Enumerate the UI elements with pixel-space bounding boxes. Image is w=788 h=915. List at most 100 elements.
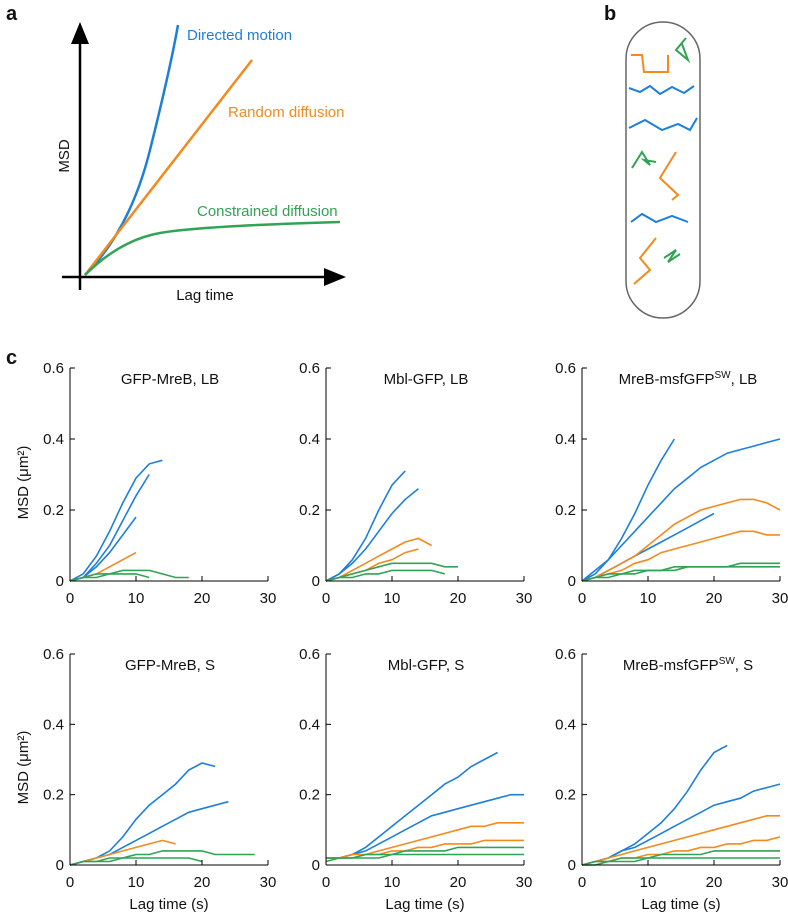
trace <box>326 846 524 859</box>
x-tick-label: 10 <box>384 590 401 607</box>
schematic-axes <box>62 40 330 290</box>
axis-label: MSD <box>56 139 73 173</box>
y-tick-label: 0 <box>568 857 576 874</box>
y-tick-label: 0.4 <box>299 431 320 448</box>
trace <box>325 562 458 582</box>
y-tick-label: 0.6 <box>299 646 320 663</box>
panel-label: c <box>6 347 17 369</box>
constrained-curve <box>84 220 341 276</box>
x-tick-label: 20 <box>194 590 211 607</box>
trace <box>581 815 780 866</box>
y-tick-label: 0 <box>56 573 64 590</box>
title-text: MreB-msfGFP <box>619 371 715 388</box>
trace <box>69 839 176 866</box>
x-tick-label: 10 <box>384 874 401 891</box>
y-tick-label: 0.2 <box>299 787 320 804</box>
trace <box>69 459 163 582</box>
panel-label: b <box>604 3 616 25</box>
y-axis-label: MSD (μm²) <box>15 731 32 805</box>
y-tick-label: 0 <box>312 573 320 590</box>
x-tick-label: 10 <box>128 590 145 607</box>
x-tick-label: 0 <box>322 590 330 607</box>
y-tick-label: 0.4 <box>299 716 320 733</box>
x-tick-label: 0 <box>322 874 330 891</box>
y-tick-label: 0.6 <box>43 646 64 663</box>
x-tick-label: 20 <box>706 874 723 891</box>
chart-title: Mbl-GFP, LB <box>384 371 469 388</box>
trace <box>325 569 446 582</box>
trace <box>69 573 150 582</box>
y-tick-label: 0.4 <box>555 431 576 448</box>
arrow-head <box>71 22 89 44</box>
x-tick-label: 10 <box>128 874 145 891</box>
title-sup: SW <box>715 370 732 381</box>
title-text: , S <box>735 657 753 674</box>
trace <box>69 551 137 582</box>
y-tick-label: 0 <box>568 573 576 590</box>
trace <box>581 562 780 582</box>
y-tick-label: 0.2 <box>555 502 576 519</box>
curve-label: Random diffusion <box>228 104 344 121</box>
axis-label: Lag time <box>176 287 234 304</box>
y-tick-label: 0 <box>56 857 64 874</box>
x-tick-label: 0 <box>66 874 74 891</box>
curve-label: Constrained diffusion <box>197 203 338 220</box>
trace <box>581 438 781 582</box>
trace <box>325 537 432 582</box>
directed-curve <box>84 24 180 276</box>
y-tick-label: 0.4 <box>43 716 64 733</box>
trace <box>581 438 676 582</box>
y-tick-label: 0.4 <box>555 716 576 733</box>
arrow-head <box>324 268 346 286</box>
x-tick-label: 30 <box>516 874 533 891</box>
x-tick-label: 0 <box>66 590 74 607</box>
trace <box>582 857 780 866</box>
trace <box>69 762 216 866</box>
panel-label: a <box>6 3 18 25</box>
y-axis-label: MSD (μm²) <box>15 446 32 520</box>
trace <box>581 783 781 866</box>
trace <box>325 853 524 863</box>
x-tick-label: 10 <box>640 590 657 607</box>
trace <box>326 822 524 859</box>
x-axis-label: Lag time (s) <box>129 896 208 913</box>
random-curve <box>84 59 253 276</box>
x-tick-label: 10 <box>640 874 657 891</box>
trace <box>581 566 780 582</box>
trace <box>581 530 780 582</box>
x-tick-label: 0 <box>578 874 586 891</box>
chart-title: GFP-MreB, S <box>125 657 215 674</box>
trace <box>69 857 203 866</box>
y-tick-label: 0.4 <box>43 431 64 448</box>
chart-title: MreB-msfGFPSW, S <box>623 656 753 674</box>
trace <box>69 474 150 582</box>
trace <box>69 516 137 582</box>
x-tick-label: 30 <box>260 874 277 891</box>
trace <box>69 569 189 582</box>
trajectories <box>628 37 698 285</box>
title-sup: SW <box>719 656 736 667</box>
title-text: , LB <box>731 371 758 388</box>
x-tick-label: 30 <box>772 874 788 891</box>
x-tick-label: 30 <box>260 590 277 607</box>
x-tick-label: 20 <box>194 874 211 891</box>
y-tick-label: 0.2 <box>43 787 64 804</box>
y-tick-label: 0.2 <box>555 787 576 804</box>
y-tick-label: 0.2 <box>299 502 320 519</box>
trace <box>325 548 419 582</box>
trace <box>326 839 524 859</box>
trace <box>69 850 255 866</box>
x-axis-label: Lag time (s) <box>641 896 720 913</box>
chart-title: MreB-msfGFPSW, LB <box>619 370 758 388</box>
x-tick-label: 20 <box>450 874 467 891</box>
cell-outline <box>625 21 701 319</box>
y-tick-label: 0.6 <box>43 360 64 377</box>
x-tick-label: 0 <box>578 590 586 607</box>
x-tick-label: 20 <box>706 590 723 607</box>
x-axis-label: Lag time (s) <box>385 896 464 913</box>
trace <box>581 850 780 866</box>
y-tick-label: 0.6 <box>555 646 576 663</box>
y-tick-label: 0.2 <box>43 502 64 519</box>
x-tick-label: 20 <box>450 590 467 607</box>
